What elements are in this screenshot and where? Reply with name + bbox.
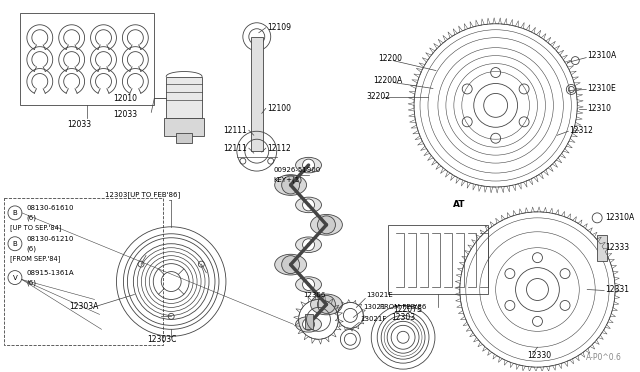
Text: 12111: 12111 xyxy=(223,126,247,135)
Circle shape xyxy=(282,176,300,194)
Text: (6): (6) xyxy=(27,279,37,286)
Text: A-P0^0.6: A-P0^0.6 xyxy=(586,353,622,362)
Bar xyxy=(20,13,154,105)
Bar xyxy=(305,314,312,329)
Text: 12033: 12033 xyxy=(68,120,92,129)
Text: V: V xyxy=(13,275,17,280)
Circle shape xyxy=(303,279,314,291)
Circle shape xyxy=(303,318,314,330)
Text: 12100: 12100 xyxy=(267,104,291,113)
Text: 12312: 12312 xyxy=(570,126,593,135)
Text: 32202: 32202 xyxy=(366,92,390,101)
Bar xyxy=(164,118,204,136)
Text: 12207S: 12207S xyxy=(393,305,422,314)
Text: 13021E: 13021E xyxy=(366,292,393,298)
Circle shape xyxy=(303,239,314,251)
Text: 00926-51900: 00926-51900 xyxy=(274,167,321,173)
Text: 13021: 13021 xyxy=(364,304,386,310)
Text: 13021F: 13021F xyxy=(360,316,387,323)
Text: FROM FEB'86: FROM FEB'86 xyxy=(380,304,426,310)
Ellipse shape xyxy=(310,294,342,315)
Text: 08130-61610: 08130-61610 xyxy=(27,205,74,211)
Ellipse shape xyxy=(275,174,307,195)
Circle shape xyxy=(303,159,314,171)
Bar xyxy=(251,37,263,151)
Text: 12310A: 12310A xyxy=(588,51,616,60)
Circle shape xyxy=(282,256,300,273)
Ellipse shape xyxy=(310,215,342,235)
Text: (6): (6) xyxy=(27,215,37,221)
Bar xyxy=(4,198,163,345)
Text: 08915-1361A: 08915-1361A xyxy=(27,270,74,276)
Text: [FROM SEP.'84]: [FROM SEP.'84] xyxy=(10,255,60,262)
Text: 12010: 12010 xyxy=(113,94,138,103)
Text: 12303: 12303 xyxy=(391,313,415,322)
Text: 12109: 12109 xyxy=(267,23,291,32)
Text: 12303[UP TO FEB'86]: 12303[UP TO FEB'86] xyxy=(104,192,180,198)
Text: [UP TO SEP.'84]: [UP TO SEP.'84] xyxy=(10,224,61,231)
Text: AT: AT xyxy=(453,201,465,209)
Text: 12033: 12033 xyxy=(113,110,138,119)
Text: 12330: 12330 xyxy=(527,351,552,360)
Text: B: B xyxy=(13,210,17,216)
Circle shape xyxy=(317,216,335,234)
Text: 12200A: 12200A xyxy=(373,76,403,85)
Text: 12331: 12331 xyxy=(605,285,629,294)
Bar xyxy=(166,77,202,118)
Text: 12111: 12111 xyxy=(223,144,247,153)
Text: 12303A: 12303A xyxy=(70,302,99,311)
Text: 12310A: 12310A xyxy=(605,214,634,222)
Text: 12310E: 12310E xyxy=(588,84,616,93)
Text: 12303C: 12303C xyxy=(147,335,177,344)
Ellipse shape xyxy=(296,157,321,173)
Text: KEY+(1): KEY+(1) xyxy=(274,177,303,183)
Text: 12200: 12200 xyxy=(378,54,402,63)
Ellipse shape xyxy=(296,237,321,253)
Circle shape xyxy=(317,295,335,313)
Bar xyxy=(597,235,607,261)
Ellipse shape xyxy=(275,254,307,275)
Ellipse shape xyxy=(296,197,321,213)
Text: 12310: 12310 xyxy=(588,104,611,113)
Bar xyxy=(388,225,488,295)
Text: 12306: 12306 xyxy=(303,292,326,298)
Circle shape xyxy=(303,199,314,211)
Text: 12112: 12112 xyxy=(267,144,291,153)
Text: 12333: 12333 xyxy=(605,243,629,252)
Text: B: B xyxy=(13,241,17,247)
Text: 08130-61210: 08130-61210 xyxy=(27,236,74,242)
Bar xyxy=(176,133,192,143)
Ellipse shape xyxy=(296,317,321,332)
Text: (6): (6) xyxy=(27,246,37,252)
Ellipse shape xyxy=(296,277,321,292)
